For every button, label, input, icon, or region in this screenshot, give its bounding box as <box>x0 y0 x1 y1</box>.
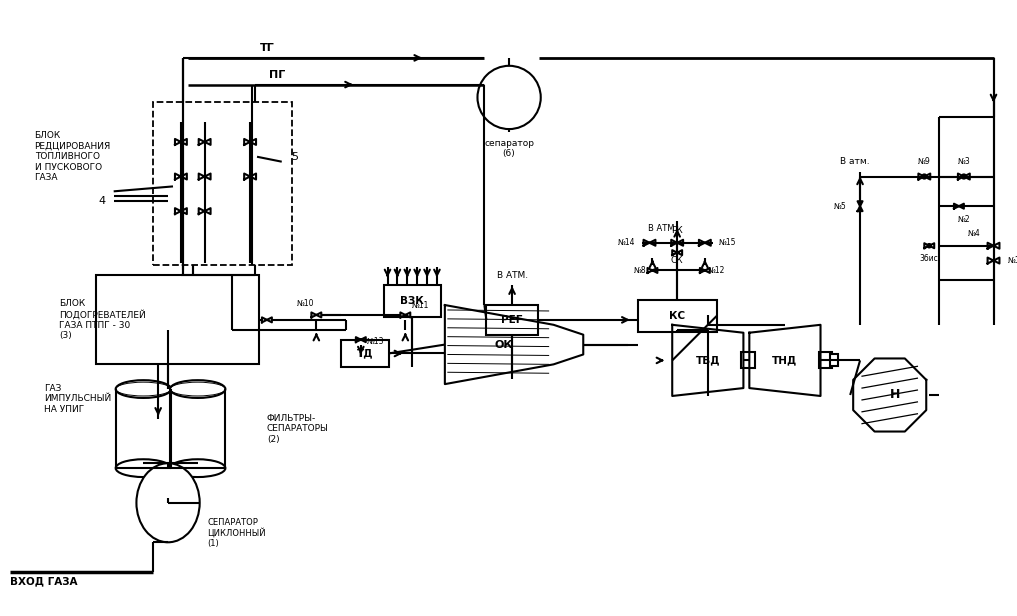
Text: №2: №2 <box>958 214 970 224</box>
Text: В АТМ.: В АТМ. <box>496 271 528 280</box>
Text: ТНД: ТНД <box>772 355 797 365</box>
Text: №5: №5 <box>834 201 846 211</box>
Text: РК: РК <box>671 227 683 235</box>
Ellipse shape <box>170 380 226 398</box>
Text: №8: №8 <box>635 266 647 275</box>
Text: ОК: ОК <box>495 339 514 349</box>
Text: №4: №4 <box>967 229 980 238</box>
Text: ТВД: ТВД <box>696 355 720 365</box>
Text: СЕПАРАТОР
ЦИКЛОННЫЙ
(1): СЕПАРАТОР ЦИКЛОННЫЙ (1) <box>207 517 266 548</box>
Text: ГАЗ
ИМПУЛЬСНЫЙ
НА УПИГ: ГАЗ ИМПУЛЬСНЫЙ НА УПИГ <box>45 384 112 414</box>
Bar <box>638 300 717 332</box>
Text: №11: №11 <box>412 301 429 309</box>
Text: ТД: ТД <box>357 349 373 359</box>
Text: 4: 4 <box>99 197 106 206</box>
Text: БЛОК
РЕДЦИРОВАНИЯ
ТОПЛИВНОГО
И ПУСКОВОГО
ГАЗА: БЛОК РЕДЦИРОВАНИЯ ТОПЛИВНОГО И ПУСКОВОГО… <box>35 131 111 182</box>
Text: №14: №14 <box>618 238 636 247</box>
Text: сепаратор
(6): сепаратор (6) <box>484 139 534 158</box>
Text: СК: СК <box>671 256 683 265</box>
Text: №13: №13 <box>367 337 384 346</box>
Bar <box>819 352 832 368</box>
Text: КС: КС <box>669 311 685 321</box>
Text: ВХОД ГАЗА: ВХОД ГАЗА <box>10 577 77 587</box>
Ellipse shape <box>136 463 199 542</box>
Circle shape <box>922 174 926 179</box>
Text: №12: №12 <box>708 266 725 275</box>
Text: РЕГ: РЕГ <box>501 315 523 325</box>
Text: В АТМ.: В АТМ. <box>648 224 677 233</box>
Bar <box>383 285 441 317</box>
Text: В атм.: В атм. <box>840 157 870 166</box>
Bar <box>154 102 292 265</box>
Bar <box>741 352 756 368</box>
Text: ПГ: ПГ <box>268 70 285 79</box>
Text: ВЗК: ВЗК <box>401 296 424 306</box>
Text: ФИЛЬТРЫ-
СЕПАРАТОРЫ
(2): ФИЛЬТРЫ- СЕПАРАТОРЫ (2) <box>266 414 328 444</box>
Text: №1: №1 <box>1008 256 1017 265</box>
Circle shape <box>928 244 931 248</box>
Text: №15: №15 <box>719 238 736 247</box>
Ellipse shape <box>116 460 171 477</box>
Text: БЛОК
ПОДОГРЕВАТЕЛЕЙ
ГАЗА ПТПГ - 30
(3): БЛОК ПОДОГРЕВАТЕЛЕЙ ГАЗА ПТПГ - 30 (3) <box>59 299 146 341</box>
Text: №10: №10 <box>297 299 314 307</box>
Text: №9: №9 <box>918 157 931 166</box>
Text: №3: №3 <box>957 157 970 166</box>
Circle shape <box>477 66 541 129</box>
Bar <box>341 339 388 367</box>
Ellipse shape <box>170 460 226 477</box>
Text: Н: Н <box>890 389 900 402</box>
Text: ТГ: ТГ <box>259 43 275 53</box>
Bar <box>96 275 259 364</box>
Circle shape <box>962 174 966 179</box>
Text: 5: 5 <box>292 152 299 162</box>
Text: 3бис: 3бис <box>920 254 939 263</box>
Bar <box>486 305 538 334</box>
Bar <box>831 354 838 367</box>
Ellipse shape <box>116 380 171 398</box>
